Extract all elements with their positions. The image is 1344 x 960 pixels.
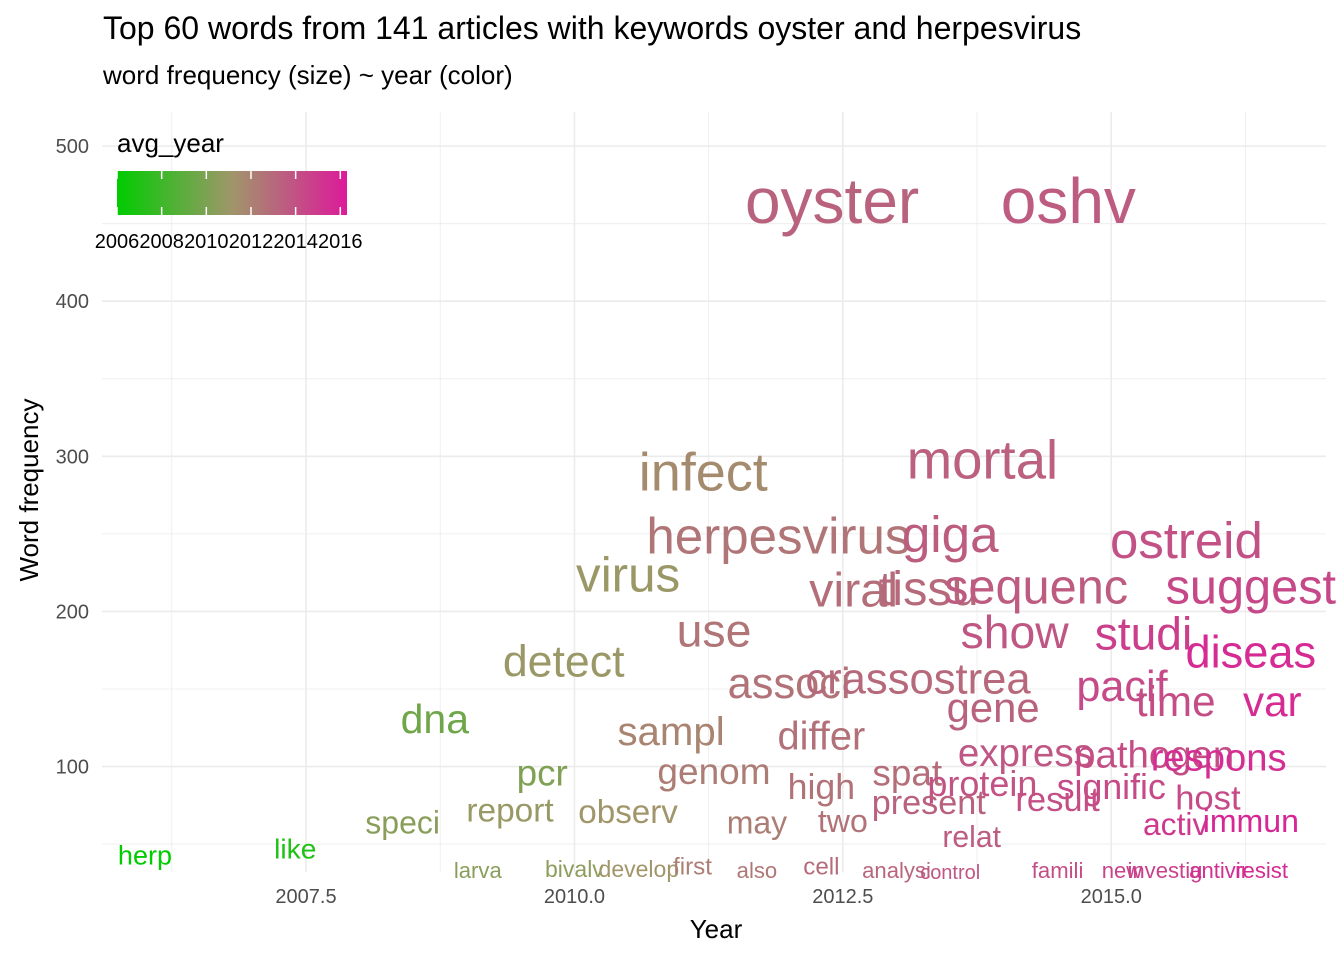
- x-tick-label: 2010.0: [544, 886, 605, 908]
- word-spat: spat: [872, 753, 942, 794]
- word-oyster: oyster: [745, 165, 919, 237]
- word-activ: activ: [1143, 806, 1208, 842]
- word-develop: develop: [599, 856, 680, 882]
- word-famili: famili: [1032, 858, 1084, 883]
- word-associ: associ: [728, 660, 851, 708]
- word-control: control: [920, 862, 980, 884]
- word-gene: gene: [947, 684, 1040, 731]
- word-pacif: pacif: [1076, 663, 1168, 711]
- legend-title: avg_year: [117, 128, 224, 158]
- word-studi: studi: [1095, 607, 1193, 659]
- word-viral: viral: [809, 564, 898, 618]
- word-high: high: [788, 767, 855, 807]
- word-result: result: [1015, 781, 1100, 819]
- word-pcr: pcr: [517, 753, 568, 794]
- x-tick-label: 2012.5: [812, 886, 873, 908]
- word-dna: dna: [401, 696, 470, 742]
- grid: [102, 112, 1326, 872]
- legend-tick-label: 2008: [139, 231, 184, 253]
- word-mortal: mortal: [907, 429, 1058, 490]
- word-var: var: [1243, 678, 1302, 725]
- word-first: first: [673, 853, 712, 880]
- x-axis-title: Year: [690, 914, 743, 944]
- word-two: two: [818, 803, 868, 839]
- word-resist: resist: [1235, 858, 1288, 883]
- word-use: use: [677, 604, 752, 656]
- word-sequenc: sequenc: [944, 561, 1128, 615]
- word-report: report: [466, 793, 554, 830]
- word-analysi: analysi: [862, 858, 931, 883]
- word-investig: investig: [1127, 858, 1202, 883]
- word-detect: detect: [503, 638, 625, 687]
- word-infect: infect: [639, 443, 768, 503]
- y-tick-label: 300: [56, 446, 89, 468]
- legend-colorbar: [117, 171, 347, 215]
- x-tick-label: 2015.0: [1081, 886, 1142, 908]
- word-cell: cell: [803, 853, 839, 880]
- x-tick-label: 2007.5: [275, 886, 336, 908]
- word-show: show: [961, 606, 1070, 658]
- word-virus: virus: [576, 547, 680, 602]
- y-tick-label: 400: [56, 291, 89, 313]
- word-pathogen: pathogen: [1074, 734, 1234, 777]
- y-tick-label: 500: [56, 136, 89, 158]
- chart-title: Top 60 words from 141 articles with keyw…: [103, 10, 1082, 46]
- y-tick-label: 200: [56, 601, 89, 623]
- word-observ: observ: [578, 794, 678, 831]
- word-genom: genom: [657, 751, 770, 792]
- y-tick-label: 100: [56, 757, 89, 779]
- word-suggest: suggest: [1166, 561, 1337, 615]
- word-herpesvirus: herpesvirus: [646, 507, 910, 564]
- word-crassostrea: crassostrea: [805, 655, 1031, 703]
- word-respons: respons: [1151, 737, 1287, 780]
- word-tissu: tissu: [879, 562, 979, 616]
- word-time: time: [1136, 678, 1216, 725]
- word-new: new: [1102, 858, 1144, 883]
- word-herp: herp: [118, 840, 172, 870]
- word-sampl: sampl: [617, 709, 724, 754]
- word-bivalv: bivalv: [545, 856, 604, 882]
- color-legend: avg_year 2006 2008 2010 2012 2014 2016: [95, 128, 363, 253]
- word-ostreid: ostreid: [1110, 512, 1263, 569]
- word-giga: giga: [902, 506, 999, 563]
- word-antivir: antivir: [1189, 858, 1248, 883]
- word-relat: relat: [942, 821, 1001, 854]
- word-like: like: [274, 833, 316, 865]
- word-host: host: [1175, 780, 1241, 818]
- word-speci: speci: [365, 805, 440, 841]
- legend-tick-label: 2012: [229, 231, 274, 253]
- chart-subtitle: word frequency (size) ~ year (color): [103, 60, 513, 90]
- legend-tick-label: 2010: [184, 231, 229, 253]
- word-protein: protein: [927, 763, 1037, 804]
- axes: Year Word frequency 2007.5 2010.0 2012.5 20…: [14, 136, 1142, 944]
- legend-tick-label: 2006: [95, 231, 140, 253]
- word-may: may: [727, 805, 787, 841]
- word-differ: differ: [777, 714, 865, 758]
- word-present: present: [872, 784, 987, 822]
- word-oshv: oshv: [1001, 165, 1136, 237]
- word-immun: immun: [1203, 803, 1299, 839]
- legend-tick-label: 2014: [273, 231, 318, 253]
- word-signific: signific: [1057, 767, 1166, 807]
- word-diseas: diseas: [1186, 627, 1317, 678]
- word-also: also: [737, 858, 778, 883]
- legend-tick-label: 2016: [318, 231, 363, 253]
- word-express: express: [958, 732, 1093, 775]
- word-larva: larva: [454, 858, 503, 883]
- y-axis-title: Word frequency: [14, 398, 44, 581]
